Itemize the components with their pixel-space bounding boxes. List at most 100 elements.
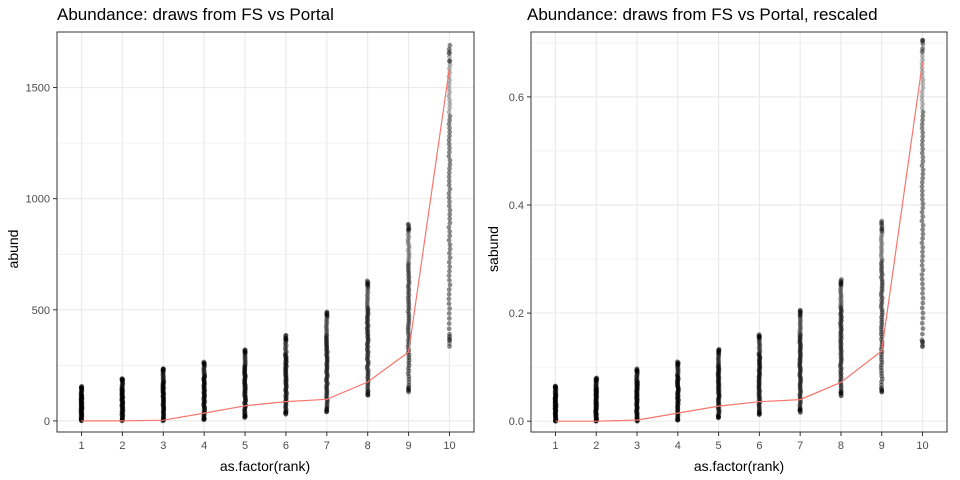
data-point xyxy=(78,396,84,402)
data-point xyxy=(920,175,926,181)
data-point xyxy=(756,378,762,384)
data-point xyxy=(78,401,84,407)
data-point xyxy=(757,366,763,371)
data-point xyxy=(757,339,763,345)
data-point xyxy=(406,230,411,236)
data-point xyxy=(202,371,208,377)
data-point xyxy=(757,346,762,352)
data-point xyxy=(283,362,289,367)
data-point xyxy=(323,329,329,334)
data-point xyxy=(119,381,125,386)
data-point xyxy=(553,394,559,400)
data-point xyxy=(242,391,248,397)
data-point xyxy=(160,366,166,372)
data-point xyxy=(920,244,926,250)
data-point xyxy=(283,408,289,414)
data-point xyxy=(593,399,599,405)
data-point xyxy=(594,404,599,410)
data-point xyxy=(405,365,411,371)
data-point xyxy=(201,406,207,412)
data-point xyxy=(675,360,681,366)
data-point xyxy=(797,409,803,415)
data-point xyxy=(406,299,411,305)
data-point xyxy=(716,371,722,377)
data-point xyxy=(365,290,371,296)
data-point xyxy=(365,305,370,311)
data-point xyxy=(446,203,452,209)
data-point xyxy=(242,414,248,420)
data-point xyxy=(447,157,453,163)
data-point xyxy=(242,387,248,393)
data-point xyxy=(324,389,330,394)
data-point xyxy=(715,372,721,377)
data-point xyxy=(202,405,208,411)
data-point xyxy=(797,392,803,398)
data-point xyxy=(757,394,763,400)
data-point xyxy=(446,174,452,180)
data-point xyxy=(201,361,207,367)
data-point xyxy=(797,363,803,369)
data-point xyxy=(797,369,803,375)
data-point xyxy=(365,288,370,294)
data-point xyxy=(919,320,925,326)
data-point xyxy=(79,385,84,391)
data-point xyxy=(838,281,844,287)
data-point xyxy=(593,387,599,393)
data-point xyxy=(202,380,207,386)
data-point xyxy=(919,184,925,189)
data-point xyxy=(838,301,843,307)
data-point xyxy=(160,383,166,389)
data-point xyxy=(716,411,722,417)
data-point xyxy=(447,49,452,55)
data-point xyxy=(160,373,166,378)
data-point xyxy=(119,407,125,413)
data-point xyxy=(283,411,289,417)
data-point xyxy=(446,137,452,143)
data-point xyxy=(120,393,125,399)
data-point xyxy=(675,402,681,408)
data-point xyxy=(242,389,248,395)
data-point xyxy=(324,310,330,316)
data-point xyxy=(324,358,330,364)
data-point xyxy=(553,413,559,419)
data-point xyxy=(553,385,559,391)
data-point xyxy=(78,406,84,412)
data-point xyxy=(715,414,721,419)
data-point xyxy=(675,388,681,393)
data-point xyxy=(282,347,288,353)
data-point xyxy=(634,406,640,412)
data-point xyxy=(406,245,412,251)
data-point xyxy=(120,395,126,401)
data-point xyxy=(593,411,599,417)
data-point xyxy=(594,391,600,397)
data-point xyxy=(879,354,884,360)
data-point xyxy=(716,352,721,358)
data-point xyxy=(716,380,722,386)
data-point xyxy=(161,391,166,397)
data-point xyxy=(365,285,371,291)
data-point xyxy=(838,321,843,327)
data-point xyxy=(716,362,721,367)
data-point xyxy=(79,411,85,417)
data-point xyxy=(446,170,452,176)
data-point xyxy=(675,378,681,384)
data-point xyxy=(675,398,681,404)
data-point xyxy=(405,241,411,247)
data-point xyxy=(756,391,762,396)
data-point xyxy=(365,390,371,396)
data-point xyxy=(447,58,453,64)
data-point xyxy=(675,417,681,423)
data-point xyxy=(635,382,640,387)
data-point xyxy=(675,394,681,400)
data-point xyxy=(324,343,330,349)
data-point xyxy=(447,334,452,339)
data-point xyxy=(879,263,885,269)
data-point xyxy=(79,400,85,406)
data-point xyxy=(242,353,248,359)
data-point xyxy=(634,374,640,380)
data-point xyxy=(797,390,803,396)
data-point xyxy=(283,390,289,396)
data-point xyxy=(324,357,330,363)
data-point xyxy=(405,232,411,238)
data-point xyxy=(552,391,558,397)
